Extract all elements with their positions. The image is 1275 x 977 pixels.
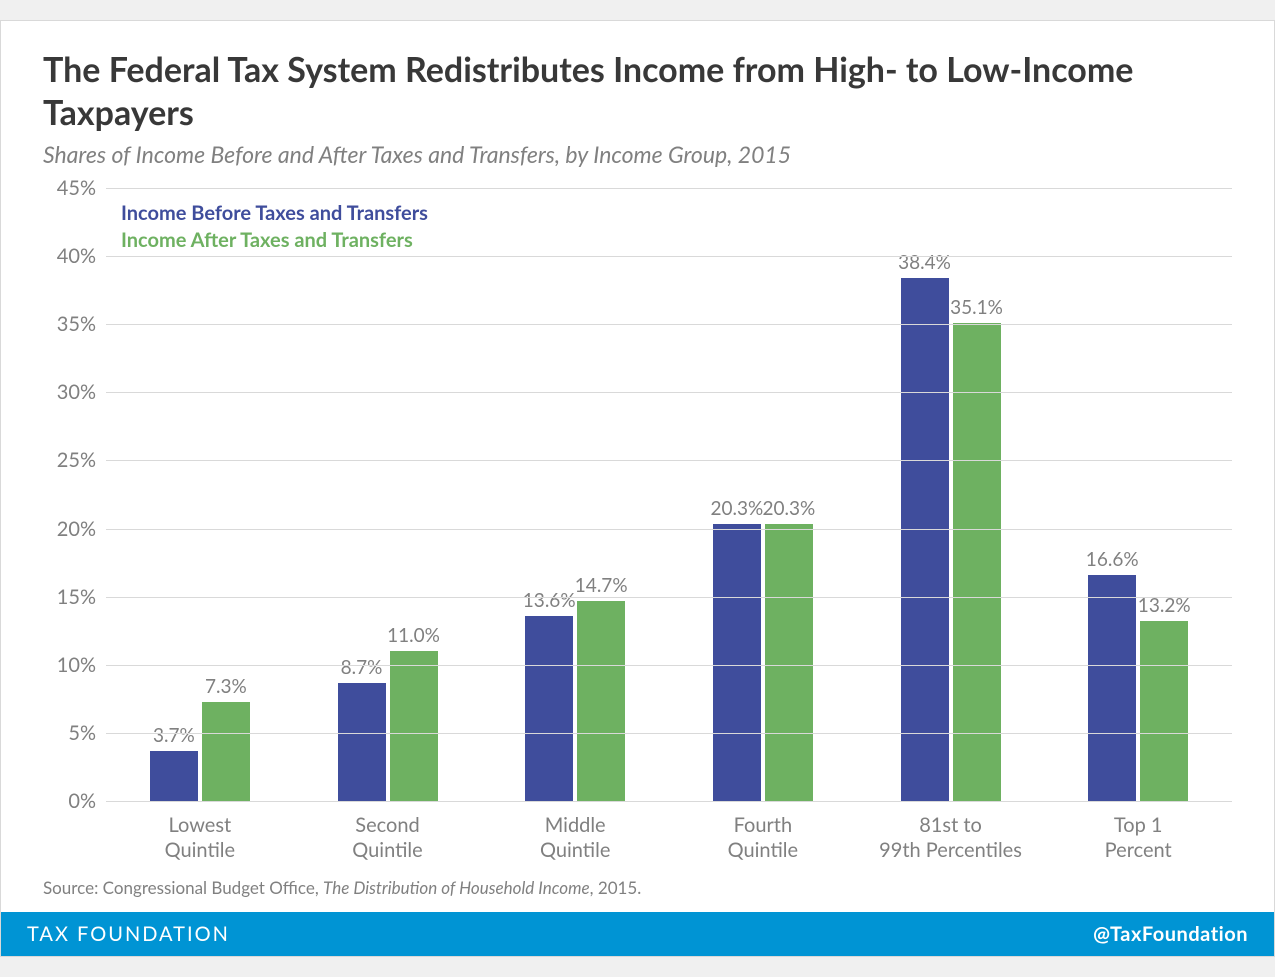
bar: 14.7% <box>577 601 625 801</box>
gridline <box>106 392 1232 393</box>
bar-value-label: 13.6% <box>523 589 576 612</box>
y-tick-label: 15% <box>57 585 96 609</box>
bar-value-label: 3.7% <box>153 724 195 747</box>
gridline <box>106 324 1232 325</box>
source-italic: The Distribution of Household Income <box>323 877 590 898</box>
bar: 7.3% <box>202 702 250 801</box>
bar: 11.0% <box>390 651 438 801</box>
bar-group: 13.6%14.7% <box>481 188 669 801</box>
y-tick-label: 20% <box>57 517 96 541</box>
bar-value-label: 38.4% <box>898 251 951 274</box>
bar-value-label: 14.7% <box>575 574 628 597</box>
legend-item: Income Before Taxes and Transfers <box>121 200 428 227</box>
chart-header: The Federal Tax System Redistributes Inc… <box>1 21 1274 178</box>
gridline <box>106 188 1232 189</box>
chart-legend: Income Before Taxes and TransfersIncome … <box>121 200 428 254</box>
x-axis-labels: LowestQuintileSecondQuintileMiddleQuinti… <box>106 813 1232 863</box>
y-tick-label: 45% <box>57 176 96 200</box>
bar-value-label: 16.6% <box>1086 548 1139 571</box>
x-tick-label: LowestQuintile <box>106 813 294 863</box>
chart-card: The Federal Tax System Redistributes Inc… <box>0 20 1275 957</box>
gridline <box>106 256 1232 257</box>
bar-value-label: 11.0% <box>387 624 440 647</box>
y-tick-label: 35% <box>57 312 96 336</box>
footer-brand: TAX FOUNDATION <box>27 922 230 946</box>
bar: 16.6% <box>1088 575 1136 801</box>
bar-group: 16.6%13.2% <box>1044 188 1232 801</box>
x-tick-label: MiddleQuintile <box>481 813 669 863</box>
source-prefix: Source: Congressional Budget Office, <box>43 877 323 898</box>
bar: 20.3% <box>713 524 761 801</box>
chart-title: The Federal Tax System Redistributes Inc… <box>43 49 1232 134</box>
legend-item: Income After Taxes and Transfers <box>121 227 428 254</box>
bar: 8.7% <box>338 683 386 802</box>
y-tick-label: 25% <box>57 448 96 472</box>
source-note: Source: Congressional Budget Office, The… <box>1 871 1274 912</box>
chart-area: Income Before Taxes and TransfersIncome … <box>1 178 1274 871</box>
source-suffix: , 2015. <box>590 877 642 898</box>
chart-subtitle: Shares of Income Before and After Taxes … <box>43 140 1232 168</box>
bar: 20.3% <box>765 524 813 801</box>
x-tick-label: 81st to99th Percentiles <box>857 813 1045 863</box>
gridline <box>106 529 1232 530</box>
y-tick-label: 0% <box>68 789 96 813</box>
bar: 35.1% <box>953 323 1001 801</box>
x-tick-label: FourthQuintile <box>669 813 857 863</box>
gridline <box>106 597 1232 598</box>
chart-plot: 3.7%7.3%8.7%11.0%13.6%14.7%20.3%20.3%38.… <box>106 188 1232 801</box>
bar-groups: 3.7%7.3%8.7%11.0%13.6%14.7%20.3%20.3%38.… <box>106 188 1232 801</box>
footer-handle: @TaxFoundation <box>1093 922 1248 946</box>
bar-value-label: 20.3% <box>710 497 763 520</box>
gridline <box>106 665 1232 666</box>
gridline <box>106 801 1232 802</box>
x-tick-label: SecondQuintile <box>294 813 482 863</box>
footer-bar: TAX FOUNDATION @TaxFoundation <box>1 912 1274 956</box>
bar: 38.4% <box>901 278 949 801</box>
gridline <box>106 733 1232 734</box>
gridline <box>106 460 1232 461</box>
bar: 13.2% <box>1140 621 1188 801</box>
bar-group: 8.7%11.0% <box>294 188 482 801</box>
bar-value-label: 7.3% <box>205 675 247 698</box>
x-tick-label: Top 1Percent <box>1044 813 1232 863</box>
bar-value-label: 35.1% <box>950 296 1003 319</box>
bar-group: 20.3%20.3% <box>669 188 857 801</box>
y-tick-label: 5% <box>68 721 96 745</box>
bar: 13.6% <box>525 616 573 801</box>
y-tick-label: 30% <box>57 380 96 404</box>
y-tick-label: 10% <box>57 653 96 677</box>
y-tick-label: 40% <box>57 244 96 268</box>
bar-value-label: 20.3% <box>762 497 815 520</box>
bar-value-label: 8.7% <box>341 656 383 679</box>
bar: 3.7% <box>150 751 198 801</box>
bar-group: 38.4%35.1% <box>857 188 1045 801</box>
bar-group: 3.7%7.3% <box>106 188 294 801</box>
